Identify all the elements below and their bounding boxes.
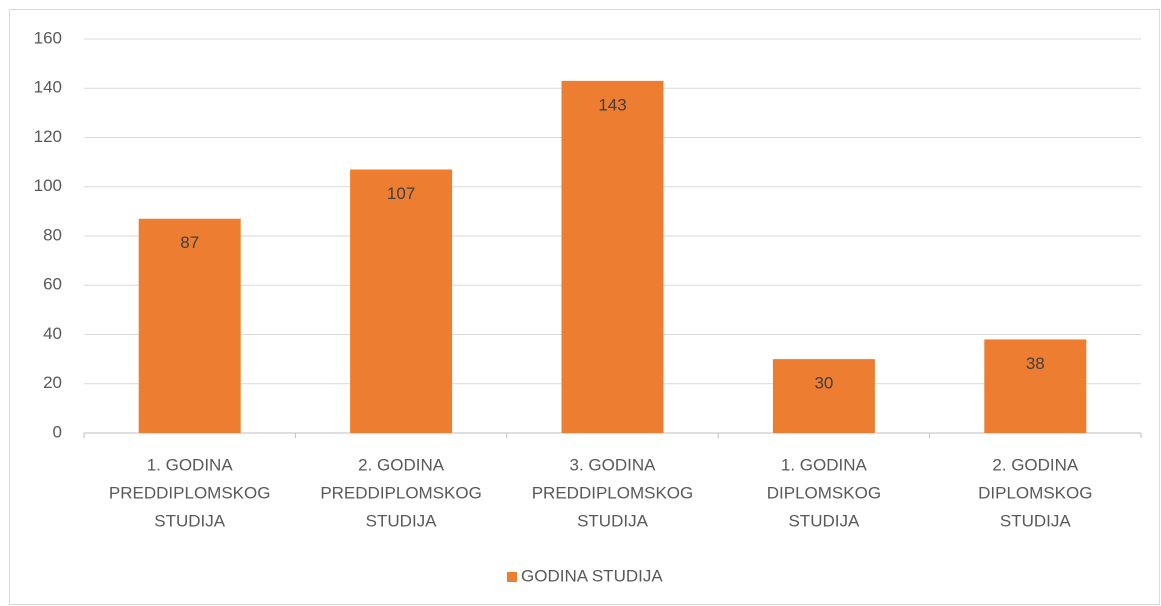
data-label: 107 <box>387 184 415 203</box>
x-tick-label: STUDIJA <box>366 511 438 530</box>
x-tick-label: 1. GODINA <box>147 455 234 474</box>
y-tick-label: 160 <box>34 28 62 47</box>
bar <box>772 359 875 433</box>
y-tick-label: 80 <box>43 225 62 244</box>
x-tick-label: 2. GODINA <box>992 455 1079 474</box>
x-tick-label: DIPLOMSKOG <box>767 483 881 502</box>
legend-swatch <box>507 572 517 582</box>
bar <box>138 218 241 433</box>
x-tick-label: STUDIJA <box>154 511 226 530</box>
x-tick-label: 2. GODINA <box>358 455 445 474</box>
data-label: 30 <box>814 374 833 393</box>
x-tick-label: PREDDIPLOMSKOG <box>532 483 694 502</box>
y-tick-label: 120 <box>34 127 62 146</box>
y-tick-label: 100 <box>34 176 62 195</box>
x-tick-label: STUDIJA <box>577 511 649 530</box>
y-tick-label: 20 <box>43 373 62 392</box>
x-tick-label: PREDDIPLOMSKOG <box>109 483 271 502</box>
bar <box>350 169 453 433</box>
x-tick-label: STUDIJA <box>788 511 860 530</box>
y-tick-label: 140 <box>34 78 62 97</box>
y-tick-label: 60 <box>43 275 62 294</box>
y-tick-label: 40 <box>43 324 62 343</box>
data-label: 143 <box>598 95 626 114</box>
data-label: 38 <box>1026 354 1045 373</box>
x-tick-label: DIPLOMSKOG <box>978 483 1092 502</box>
legend-label: GODINA STUDIJA <box>521 566 663 585</box>
x-tick-label: PREDDIPLOMSKOG <box>320 483 482 502</box>
data-label: 87 <box>180 233 199 252</box>
x-tick-label: 1. GODINA <box>781 455 868 474</box>
y-tick-label: 0 <box>53 422 62 441</box>
x-tick-label: 3. GODINA <box>570 455 657 474</box>
bar <box>561 80 664 434</box>
x-tick-label: STUDIJA <box>1000 511 1072 530</box>
bar <box>984 339 1087 433</box>
